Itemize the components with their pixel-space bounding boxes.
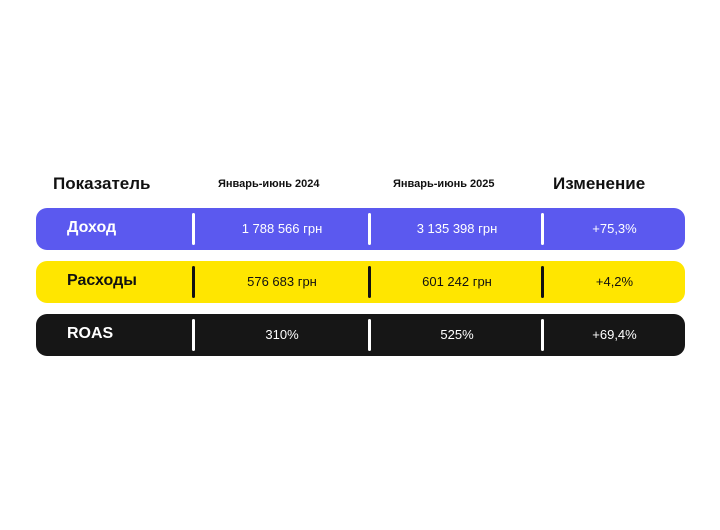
header-period-2024: Январь-июнь 2024 (218, 178, 320, 190)
column-divider (368, 266, 371, 298)
row-label-income: Доход (67, 219, 117, 236)
header-change: Изменение (553, 174, 646, 193)
column-divider (368, 319, 371, 351)
expenses-value-2025: 601 242 грн (422, 274, 492, 289)
column-divider (541, 266, 544, 298)
income-value-2025: 3 135 398 грн (416, 221, 498, 236)
table-header: Показатель Январь-июнь 2024 Январь-июнь … (0, 172, 720, 196)
row-label-expenses: Расходы (67, 272, 137, 289)
column-divider (192, 213, 195, 245)
header-period-2025: Январь-июнь 2025 (393, 178, 495, 190)
column-divider (192, 266, 195, 298)
income-change: +75,3% (592, 221, 637, 236)
row-label-roas: ROAS (67, 325, 114, 342)
column-divider (541, 213, 544, 245)
header-metric: Показатель (53, 174, 151, 193)
expenses-value-2024: 576 683 грн (247, 274, 317, 289)
expenses-change: +4,2% (595, 274, 634, 289)
table-row-roas: ROAS 310% 525% +69,4% (36, 314, 685, 356)
income-value-2024: 1 788 566 грн (241, 221, 323, 236)
roas-value-2025: 525% (440, 327, 474, 342)
roas-change: +69,4% (592, 327, 637, 342)
roas-value-2024: 310% (265, 327, 299, 342)
column-divider (368, 213, 371, 245)
table-row-expenses: Расходы 576 683 грн 601 242 грн +4,2% (36, 261, 685, 303)
table-row-income: Доход 1 788 566 грн 3 135 398 грн +75,3% (36, 208, 685, 250)
column-divider (541, 319, 544, 351)
column-divider (192, 319, 195, 351)
